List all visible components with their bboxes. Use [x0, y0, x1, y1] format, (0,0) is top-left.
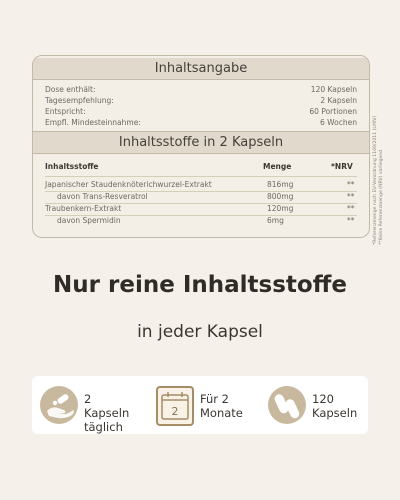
- page-headline: Nur reine Inhaltsstoffe: [53, 272, 347, 298]
- info-label: Tagesempfehlung:: [45, 96, 114, 105]
- divider: [33, 131, 369, 132]
- info-label: Entspricht:: [45, 107, 86, 116]
- feature-line2: täglich: [84, 420, 123, 434]
- info-label: Empfl. Mindesteinnahme:: [45, 118, 141, 127]
- table-divider: [45, 191, 357, 192]
- feature-line2: Monate: [200, 406, 243, 420]
- ingredient-amount: 6mg: [267, 216, 284, 225]
- feature-line1: Für 2: [200, 392, 229, 406]
- ingredient-nrv: **: [347, 192, 355, 201]
- capsules-icon: [268, 386, 306, 424]
- feature-line1: 120: [312, 392, 334, 406]
- footnote-line: **Keine Referenzmenge (NRV) vorliegend: [379, 149, 384, 245]
- nutrition-panel: Inhaltsangabe Dose enthält: 120 Kapseln …: [32, 55, 370, 238]
- footnote-vertical: *Referenzmenge nach EU-Verordnung 1169/2…: [373, 75, 385, 245]
- ingredient-nrv: **: [347, 180, 355, 189]
- info-label: Dose enthält:: [45, 85, 96, 94]
- ingredient-nrv: **: [347, 204, 355, 213]
- info-row: Tagesempfehlung: 2 Kapseln: [45, 95, 357, 106]
- feature-line2: Kapseln: [312, 406, 358, 420]
- calendar-number: 2: [172, 405, 179, 418]
- info-value: 60 Portionen: [309, 107, 357, 116]
- info-value: 2 Kapseln: [320, 96, 357, 105]
- ingredient-amount: 800mg: [267, 192, 294, 201]
- feature-bar: 2 Kapseln täglich 2 Für 2 Monate: [32, 376, 368, 434]
- ingredient-name: davon Trans-Resveratrol: [57, 192, 148, 201]
- divider: [33, 79, 369, 80]
- feature-line1: 2 Kapseln: [84, 392, 130, 420]
- table-row: davon Trans-Resveratrol 800mg **: [45, 191, 357, 202]
- info-value: 120 Kapseln: [310, 85, 357, 94]
- ingredient-name: davon Spermidin: [57, 216, 121, 225]
- info-row: Entspricht: 60 Portionen: [45, 106, 357, 117]
- calendar-icon: 2: [156, 386, 194, 426]
- page-subline: in jeder Kapsel: [137, 322, 263, 342]
- table-row: Traubenkern-Extrakt 120mg **: [45, 203, 357, 214]
- ingredient-name: Japanischer Staudenknöterichwurzel-Extra…: [45, 180, 212, 189]
- header-ingredient: Inhaltsstoffe: [45, 162, 99, 171]
- table-divider: [45, 176, 357, 177]
- divider: [33, 153, 369, 154]
- ingredient-amount: 120mg: [267, 204, 294, 213]
- ingredient-nrv: **: [347, 216, 355, 225]
- table-header: Inhaltsstoffe Menge *NRV: [45, 161, 357, 173]
- info-row: Dose enthält: 120 Kapseln: [45, 84, 357, 95]
- info-value: 6 Wochen: [320, 118, 357, 127]
- table-row: Japanischer Staudenknöterichwurzel-Extra…: [45, 179, 357, 190]
- header-nrv: *NRV: [331, 162, 353, 171]
- ingredient-amount: 816mg: [267, 180, 294, 189]
- hand-pill-icon: [40, 386, 78, 424]
- table-divider: [45, 215, 357, 216]
- ingredient-name: Traubenkern-Extrakt: [45, 204, 122, 213]
- section-title-inhaltsstoffe: Inhaltsstoffe in 2 Kapseln: [33, 132, 369, 153]
- table-divider: [45, 203, 357, 204]
- info-row: Empfl. Mindesteinnahme: 6 Wochen: [45, 117, 357, 128]
- header-amount: Menge: [263, 162, 292, 171]
- section-title-inhaltsangabe: Inhaltsangabe: [33, 58, 369, 79]
- table-row: davon Spermidin 6mg **: [45, 215, 357, 226]
